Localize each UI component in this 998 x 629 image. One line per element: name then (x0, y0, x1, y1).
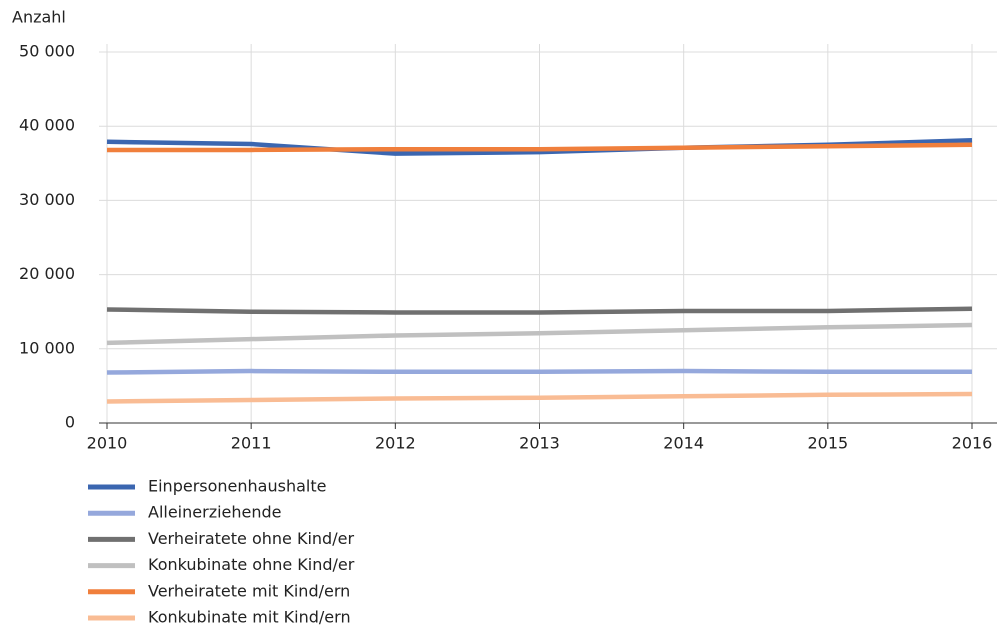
y-tick-label: 0 (65, 413, 75, 432)
x-tick-label: 2014 (663, 434, 704, 453)
series-line (106, 306, 973, 315)
series-line (107, 142, 973, 153)
y-tick-label: 10 000 (19, 338, 75, 357)
legend-label: Alleinerziehende (148, 503, 282, 522)
series-line (106, 322, 973, 346)
x-tick-label: 2011 (231, 434, 272, 453)
y-tick-label: 20 000 (19, 264, 75, 283)
x-tick-label: 2013 (519, 434, 560, 453)
x-tick-label: 2010 (87, 434, 128, 453)
legend-label: Verheiratete ohne Kind/er (148, 529, 354, 548)
y-tick-label: 40 000 (19, 116, 75, 135)
series-line (106, 391, 973, 404)
legend-label: Konkubinate mit Kind/ern (148, 608, 351, 627)
x-tick-label: 2012 (375, 434, 416, 453)
series-line (106, 368, 972, 375)
y-tick-label: 50 000 (19, 42, 75, 61)
y-axis-label: Anzahl (12, 8, 66, 27)
legend-label: Verheiratete mit Kind/ern (148, 581, 350, 600)
x-tick-label: 2016 (952, 434, 993, 453)
legend-label: Konkubinate ohne Kind/er (148, 555, 355, 574)
x-tick-label: 2015 (807, 434, 848, 453)
y-tick-label: 30 000 (19, 190, 75, 209)
legend-label: Einpersonenhaushalte (148, 477, 326, 496)
